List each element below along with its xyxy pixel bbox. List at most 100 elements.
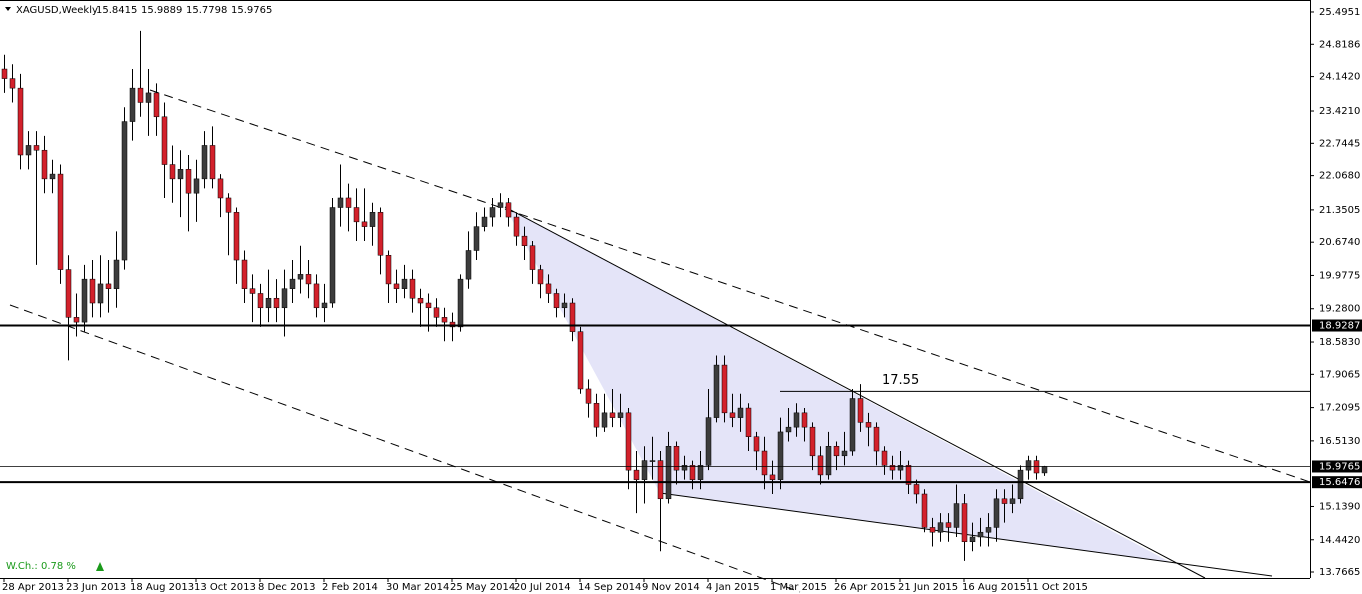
candle-body <box>953 503 960 528</box>
x-tick-label: 14 Sep 2014 <box>578 582 641 593</box>
x-tick-label: 8 Dec 2013 <box>258 582 316 593</box>
channel-line <box>9 304 801 593</box>
candle-body <box>969 536 976 543</box>
candle-body <box>945 522 952 528</box>
candle-body <box>241 259 248 289</box>
menu-icon <box>5 7 11 11</box>
candle-body <box>833 446 840 457</box>
candle-body <box>449 321 456 328</box>
level-label: 15.6476 <box>1319 477 1360 488</box>
candle-body <box>729 412 736 418</box>
candle-body <box>73 317 80 323</box>
candle-body <box>657 460 664 500</box>
x-tick-label: 18 Aug 2013 <box>130 582 194 593</box>
quote-close: 15.9765 <box>231 5 272 16</box>
candle-body <box>745 407 752 437</box>
candle-body <box>545 283 552 294</box>
y-tick-label: 22.7445 <box>1319 138 1360 149</box>
candle-body <box>937 522 944 533</box>
candle-body <box>41 149 48 180</box>
candle-body <box>561 302 568 309</box>
candle-body <box>49 173 56 180</box>
candle-body <box>689 465 696 480</box>
candle-body <box>465 250 472 280</box>
candle-body <box>1009 498 1016 504</box>
y-tick-label: 16.5130 <box>1319 436 1360 447</box>
candle-body <box>273 297 280 309</box>
candle-body <box>857 398 864 423</box>
candle-body <box>609 412 616 418</box>
channel-line <box>504 208 1311 483</box>
y-tick-label: 23.4210 <box>1319 106 1360 117</box>
y-tick-label: 25.4951 <box>1319 7 1360 18</box>
candle-body <box>9 78 16 89</box>
candle-body <box>529 245 536 270</box>
candle-body <box>25 145 32 156</box>
x-tick-label: 28 Apr 2013 <box>2 582 64 593</box>
candle-body <box>161 116 168 165</box>
candle-body <box>401 278 408 289</box>
candle-body <box>57 173 64 270</box>
candle-body <box>489 207 496 218</box>
candle-body <box>89 278 96 304</box>
candle-body <box>313 283 320 309</box>
candle-body <box>129 87 136 122</box>
y-tick-label: 15.1390 <box>1319 501 1360 512</box>
candle-body <box>81 278 88 323</box>
y-tick-label: 22.0680 <box>1319 171 1360 182</box>
candle-body <box>177 169 184 180</box>
candle-body <box>913 484 920 495</box>
candle-body <box>889 465 896 471</box>
candle-body <box>305 274 312 285</box>
candle-body <box>249 288 256 294</box>
candle-body <box>993 498 1000 528</box>
candle-body <box>513 216 520 237</box>
candle-body <box>385 255 392 285</box>
candle-body <box>713 364 720 418</box>
x-tick-label: 16 Aug 2015 <box>962 582 1026 593</box>
candle-body <box>361 221 368 227</box>
candle-body <box>497 202 504 208</box>
candle-body <box>897 465 904 471</box>
candle-body <box>905 465 912 485</box>
candle-body <box>761 450 768 476</box>
candle-body <box>849 398 856 452</box>
candle-body <box>673 446 680 471</box>
candle-body <box>681 465 688 471</box>
candle-body <box>201 145 208 180</box>
candle-body <box>593 403 600 428</box>
candle-body <box>985 527 992 533</box>
level-tag <box>1312 476 1362 489</box>
candle-body <box>1041 466 1048 474</box>
y-tick-label: 17.2095 <box>1319 403 1360 414</box>
candle-body <box>625 412 632 471</box>
candle-body <box>585 388 592 404</box>
candle-body <box>641 460 648 480</box>
candle-body <box>785 426 792 433</box>
candle-body <box>17 87 24 156</box>
x-tick-label: 11 Oct 2015 <box>1026 582 1088 593</box>
level-label: 18.9287 <box>1319 321 1360 332</box>
price-tag <box>1312 460 1362 473</box>
candle-body <box>337 197 344 208</box>
candle-body <box>369 212 376 227</box>
resistance-label: 17.55 <box>882 373 919 388</box>
candle-body <box>209 145 216 180</box>
candle-body <box>1001 498 1008 504</box>
change-arrow <box>96 562 104 571</box>
candle-body <box>505 202 512 218</box>
x-tick-label: 23 Jun 2013 <box>66 582 126 593</box>
y-tick-label: 19.2800 <box>1319 304 1360 315</box>
candle-body <box>865 422 872 428</box>
candle-body <box>817 455 824 476</box>
y-tick-label: 20.6740 <box>1319 237 1360 248</box>
candle-body <box>753 436 760 452</box>
quote-low: 15.7798 <box>186 5 227 16</box>
candle-body <box>425 302 432 309</box>
candle-body <box>193 178 200 194</box>
channel-line <box>149 89 506 210</box>
candle-body <box>801 412 808 428</box>
y-tick-label: 21.3505 <box>1319 205 1360 216</box>
candle-body <box>457 278 464 328</box>
candle-body <box>65 269 72 318</box>
